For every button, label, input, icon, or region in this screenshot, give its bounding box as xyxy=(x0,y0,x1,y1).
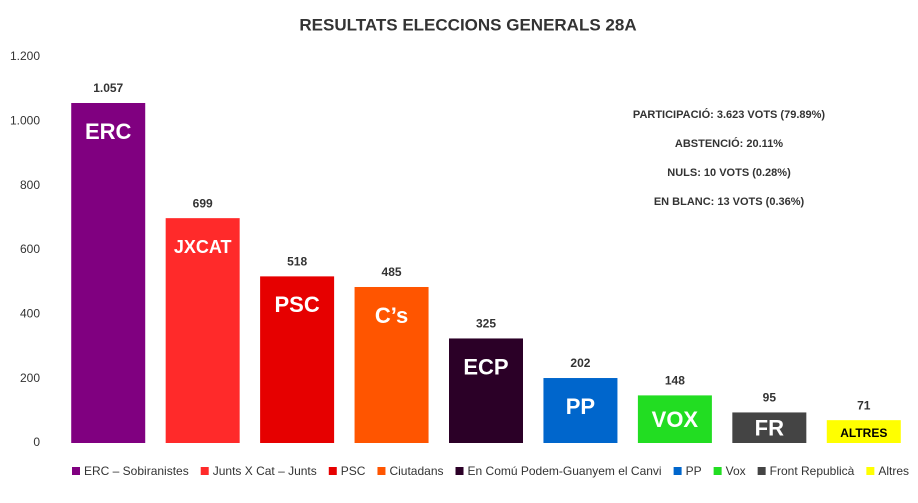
value-label: 95 xyxy=(763,391,777,405)
y-tick-label: 1.200 xyxy=(10,49,40,63)
value-label: 1.057 xyxy=(93,81,123,95)
bar-label: PP xyxy=(566,394,595,419)
annotation: ABSTENCIÓ: 20.11% xyxy=(675,137,783,150)
legend-label: PSC xyxy=(341,464,366,478)
y-tick-label: 1.000 xyxy=(10,114,40,128)
bar-label: FR xyxy=(755,416,784,441)
legend-label: PP xyxy=(686,464,702,478)
value-label: 485 xyxy=(382,265,402,279)
bar xyxy=(826,420,901,443)
bar xyxy=(732,412,807,443)
legend-label: Junts X Cat – Junts xyxy=(213,464,317,478)
legend-swatch xyxy=(866,467,875,475)
legend-swatch xyxy=(328,467,337,475)
y-tick-label: 800 xyxy=(20,178,40,192)
bar-label: ERC xyxy=(85,119,132,144)
y-tick-label: 200 xyxy=(20,371,40,385)
legend-swatch xyxy=(200,467,209,475)
value-label: 518 xyxy=(287,255,307,269)
value-label: 699 xyxy=(193,196,213,210)
bar xyxy=(637,395,712,443)
legend-swatch xyxy=(757,467,766,475)
legend-swatch xyxy=(673,467,682,475)
legend-swatch xyxy=(377,467,386,475)
bar-label: ALTRES xyxy=(840,426,887,440)
bar xyxy=(543,378,618,443)
y-tick-label: 400 xyxy=(20,307,40,321)
bar xyxy=(165,218,240,443)
bar-label: C’s xyxy=(375,303,408,328)
legend-label: Vox xyxy=(726,464,746,478)
bar xyxy=(354,286,429,443)
value-label: 71 xyxy=(857,398,871,412)
legend-swatch xyxy=(72,467,80,475)
legend-swatch xyxy=(713,467,722,475)
legend-label: ERC – Sobiranistes xyxy=(84,464,189,478)
y-tick-label: 0 xyxy=(33,435,40,449)
value-label: 325 xyxy=(476,317,496,331)
value-label: 148 xyxy=(665,374,685,388)
annotation: EN BLANC: 13 VOTS (0.36%) xyxy=(654,196,805,208)
y-tick-label: 600 xyxy=(20,242,40,256)
annotation: PARTICIPACIÓ: 3.623 VOTS (79.89%) xyxy=(633,108,825,121)
value-label: 202 xyxy=(570,356,590,370)
bar-label: JXCAT xyxy=(174,237,232,257)
bar xyxy=(449,338,523,443)
legend-label: Ciutadans xyxy=(389,464,443,478)
chart-title: RESULTATS ELECCIONS GENERALS 28A xyxy=(299,15,636,34)
bar-label: ECP xyxy=(463,354,508,379)
legend-label: Altres xyxy=(878,464,909,478)
legend-label: En Comú Podem-Guanyem el Canvi xyxy=(468,464,662,478)
legend-swatch xyxy=(455,467,464,475)
legend-label: Front Republicà xyxy=(770,464,855,478)
bar xyxy=(260,276,335,443)
bar xyxy=(71,102,146,443)
bar-label: PSC xyxy=(274,292,319,317)
bar-label: VOX xyxy=(652,407,699,432)
annotation: NULS: 10 VOTS (0.28%) xyxy=(667,167,791,179)
